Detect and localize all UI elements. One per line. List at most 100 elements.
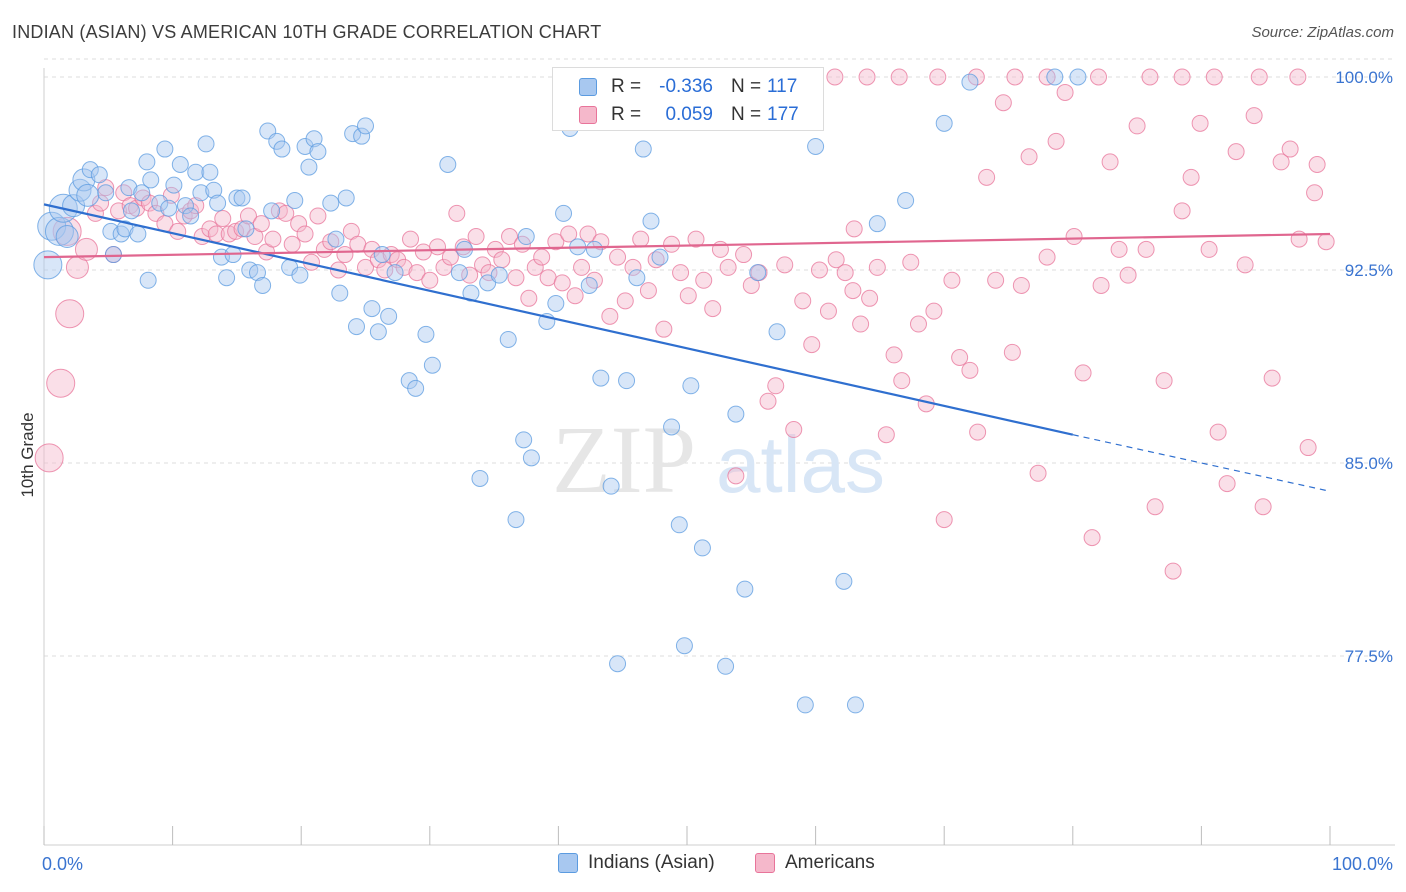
point-americans bbox=[290, 215, 308, 233]
r-value: -0.336 bbox=[659, 76, 713, 97]
point-americans bbox=[735, 246, 753, 264]
point-americans bbox=[719, 258, 737, 276]
point-americans bbox=[687, 230, 705, 248]
point-indians bbox=[499, 330, 517, 348]
point-americans bbox=[1306, 184, 1324, 202]
point-indians bbox=[90, 166, 108, 184]
point-americans bbox=[961, 361, 979, 379]
point-americans bbox=[1236, 256, 1254, 274]
point-indians bbox=[642, 212, 660, 230]
point-americans bbox=[1205, 68, 1223, 86]
point-indians bbox=[462, 284, 480, 302]
legend-swatch-indians bbox=[558, 853, 578, 873]
point-americans bbox=[1263, 369, 1281, 387]
point-americans bbox=[819, 302, 837, 320]
point-americans bbox=[296, 225, 314, 243]
point-indians bbox=[138, 153, 156, 171]
point-indians bbox=[291, 266, 309, 284]
point-americans bbox=[421, 271, 439, 289]
point-americans bbox=[601, 307, 619, 325]
point-americans bbox=[507, 269, 525, 287]
point-americans bbox=[520, 289, 538, 307]
point-americans bbox=[1003, 343, 1021, 361]
point-americans bbox=[885, 346, 903, 364]
point-indians bbox=[373, 246, 391, 264]
point-indians bbox=[72, 168, 96, 192]
point-americans bbox=[560, 225, 578, 243]
point-indians bbox=[682, 377, 700, 395]
legend-item-indians[interactable]: Indians (Asian) bbox=[558, 852, 715, 874]
point-americans bbox=[727, 467, 745, 485]
point-americans bbox=[467, 228, 485, 246]
point-indians bbox=[205, 181, 223, 199]
point-indians bbox=[165, 176, 183, 194]
point-americans bbox=[1090, 68, 1108, 86]
point-americans bbox=[836, 264, 854, 282]
point-americans bbox=[1182, 168, 1200, 186]
point-americans bbox=[526, 258, 544, 276]
point-americans bbox=[868, 258, 886, 276]
point-indians bbox=[337, 189, 355, 207]
point-indians bbox=[663, 418, 681, 436]
point-americans bbox=[845, 220, 863, 238]
point-americans bbox=[767, 377, 785, 395]
point-americans bbox=[1074, 364, 1092, 382]
point-americans bbox=[679, 287, 697, 305]
point-americans bbox=[1012, 276, 1030, 294]
point-indians bbox=[201, 163, 219, 181]
point-indians bbox=[547, 294, 565, 312]
y-tick-label: 85.0% bbox=[1345, 454, 1393, 473]
point-indians bbox=[651, 248, 669, 266]
point-americans bbox=[1110, 240, 1128, 258]
point-americans bbox=[1254, 498, 1272, 516]
point-americans bbox=[609, 248, 627, 266]
point-americans bbox=[994, 94, 1012, 112]
point-indians bbox=[386, 264, 404, 282]
point-americans bbox=[909, 315, 927, 333]
point-americans bbox=[461, 266, 479, 284]
point-indians bbox=[1069, 68, 1087, 86]
point-indians bbox=[263, 202, 281, 220]
trend-line-indians bbox=[43, 203, 1074, 436]
point-indians bbox=[515, 431, 533, 449]
point-indians bbox=[796, 696, 814, 714]
point-americans bbox=[408, 264, 426, 282]
point-indians bbox=[309, 143, 327, 161]
point-americans bbox=[579, 225, 597, 243]
point-americans bbox=[1083, 529, 1101, 547]
point-americans bbox=[893, 372, 911, 390]
point-americans bbox=[169, 222, 187, 240]
point-indians bbox=[347, 318, 365, 336]
point-americans bbox=[890, 68, 908, 86]
point-americans bbox=[877, 426, 895, 444]
point-americans bbox=[1245, 107, 1263, 125]
point-americans bbox=[429, 238, 447, 256]
point-americans bbox=[1155, 372, 1173, 390]
point-americans bbox=[1209, 423, 1227, 441]
point-americans bbox=[1191, 114, 1209, 132]
point-americans bbox=[547, 233, 565, 251]
point-americans bbox=[1029, 464, 1047, 482]
point-indians bbox=[423, 356, 441, 374]
point-indians bbox=[471, 469, 489, 487]
point-americans bbox=[309, 207, 327, 225]
point-americans bbox=[1038, 248, 1056, 266]
point-indians bbox=[835, 572, 853, 590]
legend-swatch-americans bbox=[755, 853, 775, 873]
stats-row-indians: R = -0.336 N = 117 bbox=[553, 74, 823, 102]
point-indians bbox=[618, 372, 636, 390]
point-indians bbox=[254, 276, 272, 294]
point-americans bbox=[336, 246, 354, 264]
point-indians bbox=[585, 240, 603, 258]
point-americans bbox=[182, 202, 200, 220]
point-americans bbox=[663, 235, 681, 253]
gridlines: 100.0% 92.5% 85.0% 77.5% bbox=[44, 58, 1395, 666]
point-indians bbox=[233, 189, 251, 207]
legend-item-americans[interactable]: Americans bbox=[755, 852, 875, 874]
point-indians bbox=[693, 539, 711, 557]
point-americans bbox=[1308, 155, 1326, 173]
point-indians bbox=[273, 140, 291, 158]
point-americans bbox=[1164, 562, 1182, 580]
point-americans bbox=[616, 292, 634, 310]
